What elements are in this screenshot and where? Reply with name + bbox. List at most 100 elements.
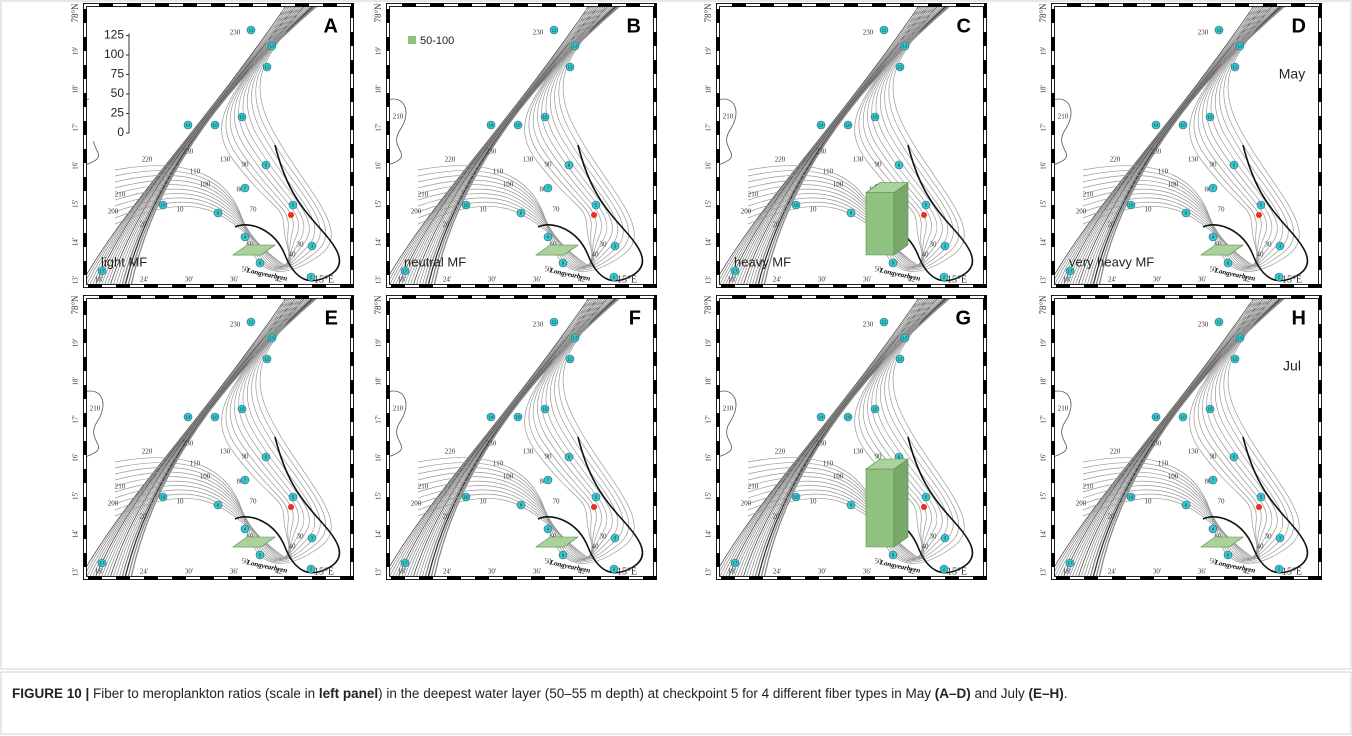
contour-line	[85, 297, 291, 578]
map-frame-dash	[386, 3, 657, 288]
lat-label: 14'	[375, 530, 383, 538]
contour-line	[747, 5, 960, 271]
checkpoint	[1256, 504, 1262, 510]
figure-number: FIGURE 10 |	[12, 686, 90, 701]
station-label: 6	[1233, 455, 1236, 460]
station	[267, 41, 277, 51]
station-label: 14	[1153, 415, 1159, 420]
station-label: 9	[562, 553, 565, 558]
contour-label: 220	[142, 448, 153, 456]
coastline	[1202, 144, 1309, 282]
station-label: 13	[902, 44, 908, 49]
lon-label: 18'	[398, 276, 406, 284]
checkpoint	[591, 504, 597, 510]
contour-line	[114, 297, 332, 564]
station	[210, 120, 220, 130]
contour-line	[114, 297, 305, 560]
station-label: 16	[160, 495, 166, 500]
station	[1256, 200, 1266, 210]
station	[570, 333, 580, 343]
contour-label: 10	[177, 498, 185, 506]
contour-label: 200	[411, 208, 422, 216]
contour-label: 80	[1205, 478, 1213, 486]
map-frame-dash	[716, 3, 987, 288]
station	[565, 62, 575, 72]
contour-label: 130	[1188, 156, 1199, 164]
lat-label: 14'	[705, 530, 713, 538]
station-label: 3	[1279, 536, 1282, 541]
checkpoint	[921, 504, 927, 510]
map-bg	[718, 5, 985, 286]
contour-label: 110	[1158, 168, 1169, 176]
lon-label: 42'	[908, 568, 916, 576]
contour-label: 130	[853, 156, 864, 164]
coastline	[537, 436, 644, 574]
lat-label: 16'	[1040, 454, 1048, 462]
contour-label: 30	[930, 241, 938, 249]
ratio-bar-side	[893, 458, 909, 548]
lon-label: 30'	[1153, 568, 1161, 576]
station-label: 5	[1260, 203, 1263, 208]
station-label: 4	[244, 235, 247, 240]
lat-label: 16'	[705, 454, 713, 462]
station-label: 13	[1237, 44, 1243, 49]
coastline	[388, 98, 407, 166]
station-label: 6	[265, 163, 268, 168]
lat-label: 78°N	[703, 295, 713, 315]
station-label: 6	[568, 455, 571, 460]
scale-bg	[89, 25, 139, 141]
contour-line	[1082, 5, 1300, 272]
map-panel: 2302302202102102001301101009080706050403…	[703, 3, 987, 288]
ratio-bar-top	[1200, 536, 1244, 548]
lon-label: 18'	[1063, 276, 1071, 284]
contour-line	[747, 297, 938, 560]
lon-label: 36'	[230, 276, 238, 284]
scale-label: 0	[117, 125, 124, 139]
contour-label: 200	[741, 208, 752, 216]
map-panel: 2302302202102102001301101009080706050403…	[703, 295, 987, 580]
station	[288, 492, 298, 502]
caption-text: ) in the deepest water layer (50–55 m de…	[378, 686, 935, 701]
contour-line	[1053, 5, 1257, 284]
contour-line	[1059, 297, 1263, 578]
station-label: 8	[1185, 503, 1188, 508]
station	[846, 500, 856, 510]
coastline	[388, 390, 407, 458]
station-label: 12	[897, 357, 903, 362]
station-label: 13	[269, 44, 275, 49]
lon-label: 36'	[1198, 568, 1206, 576]
contour-label: 210	[418, 191, 429, 199]
contour-label: 30	[600, 533, 608, 541]
station	[939, 272, 949, 282]
station	[213, 208, 223, 218]
contour-label: 60	[550, 533, 558, 541]
map-bg	[718, 297, 985, 578]
lon-label: 24'	[1108, 276, 1116, 284]
contour-line	[1098, 297, 1288, 578]
station-label: 5	[1260, 495, 1263, 500]
station	[894, 160, 904, 170]
contour-line	[130, 297, 320, 578]
station-label: 15	[239, 115, 245, 120]
lon-label: 42'	[578, 276, 586, 284]
contour-label: 80	[237, 478, 245, 486]
station-label: 6	[568, 163, 571, 168]
lat-label: 17'	[375, 415, 383, 423]
lon-label: 15°E	[1282, 566, 1302, 577]
lon-label: 42'	[1243, 568, 1251, 576]
station	[183, 120, 193, 130]
ratio-bar-top	[535, 536, 579, 548]
station-label: 14	[1153, 123, 1159, 128]
station-label: 2	[1278, 567, 1281, 572]
station-label: 15	[239, 407, 245, 412]
contour-line	[417, 5, 630, 271]
lat-label: 13'	[1040, 568, 1048, 576]
station-label: 8	[850, 503, 853, 508]
contour-line	[1082, 5, 1262, 267]
station-label: 8	[850, 211, 853, 216]
lat-label: 18'	[375, 377, 383, 385]
lat-label: 13'	[72, 568, 80, 576]
contour-label: 230	[863, 29, 874, 37]
station	[1229, 452, 1239, 462]
contour-line	[114, 5, 310, 268]
